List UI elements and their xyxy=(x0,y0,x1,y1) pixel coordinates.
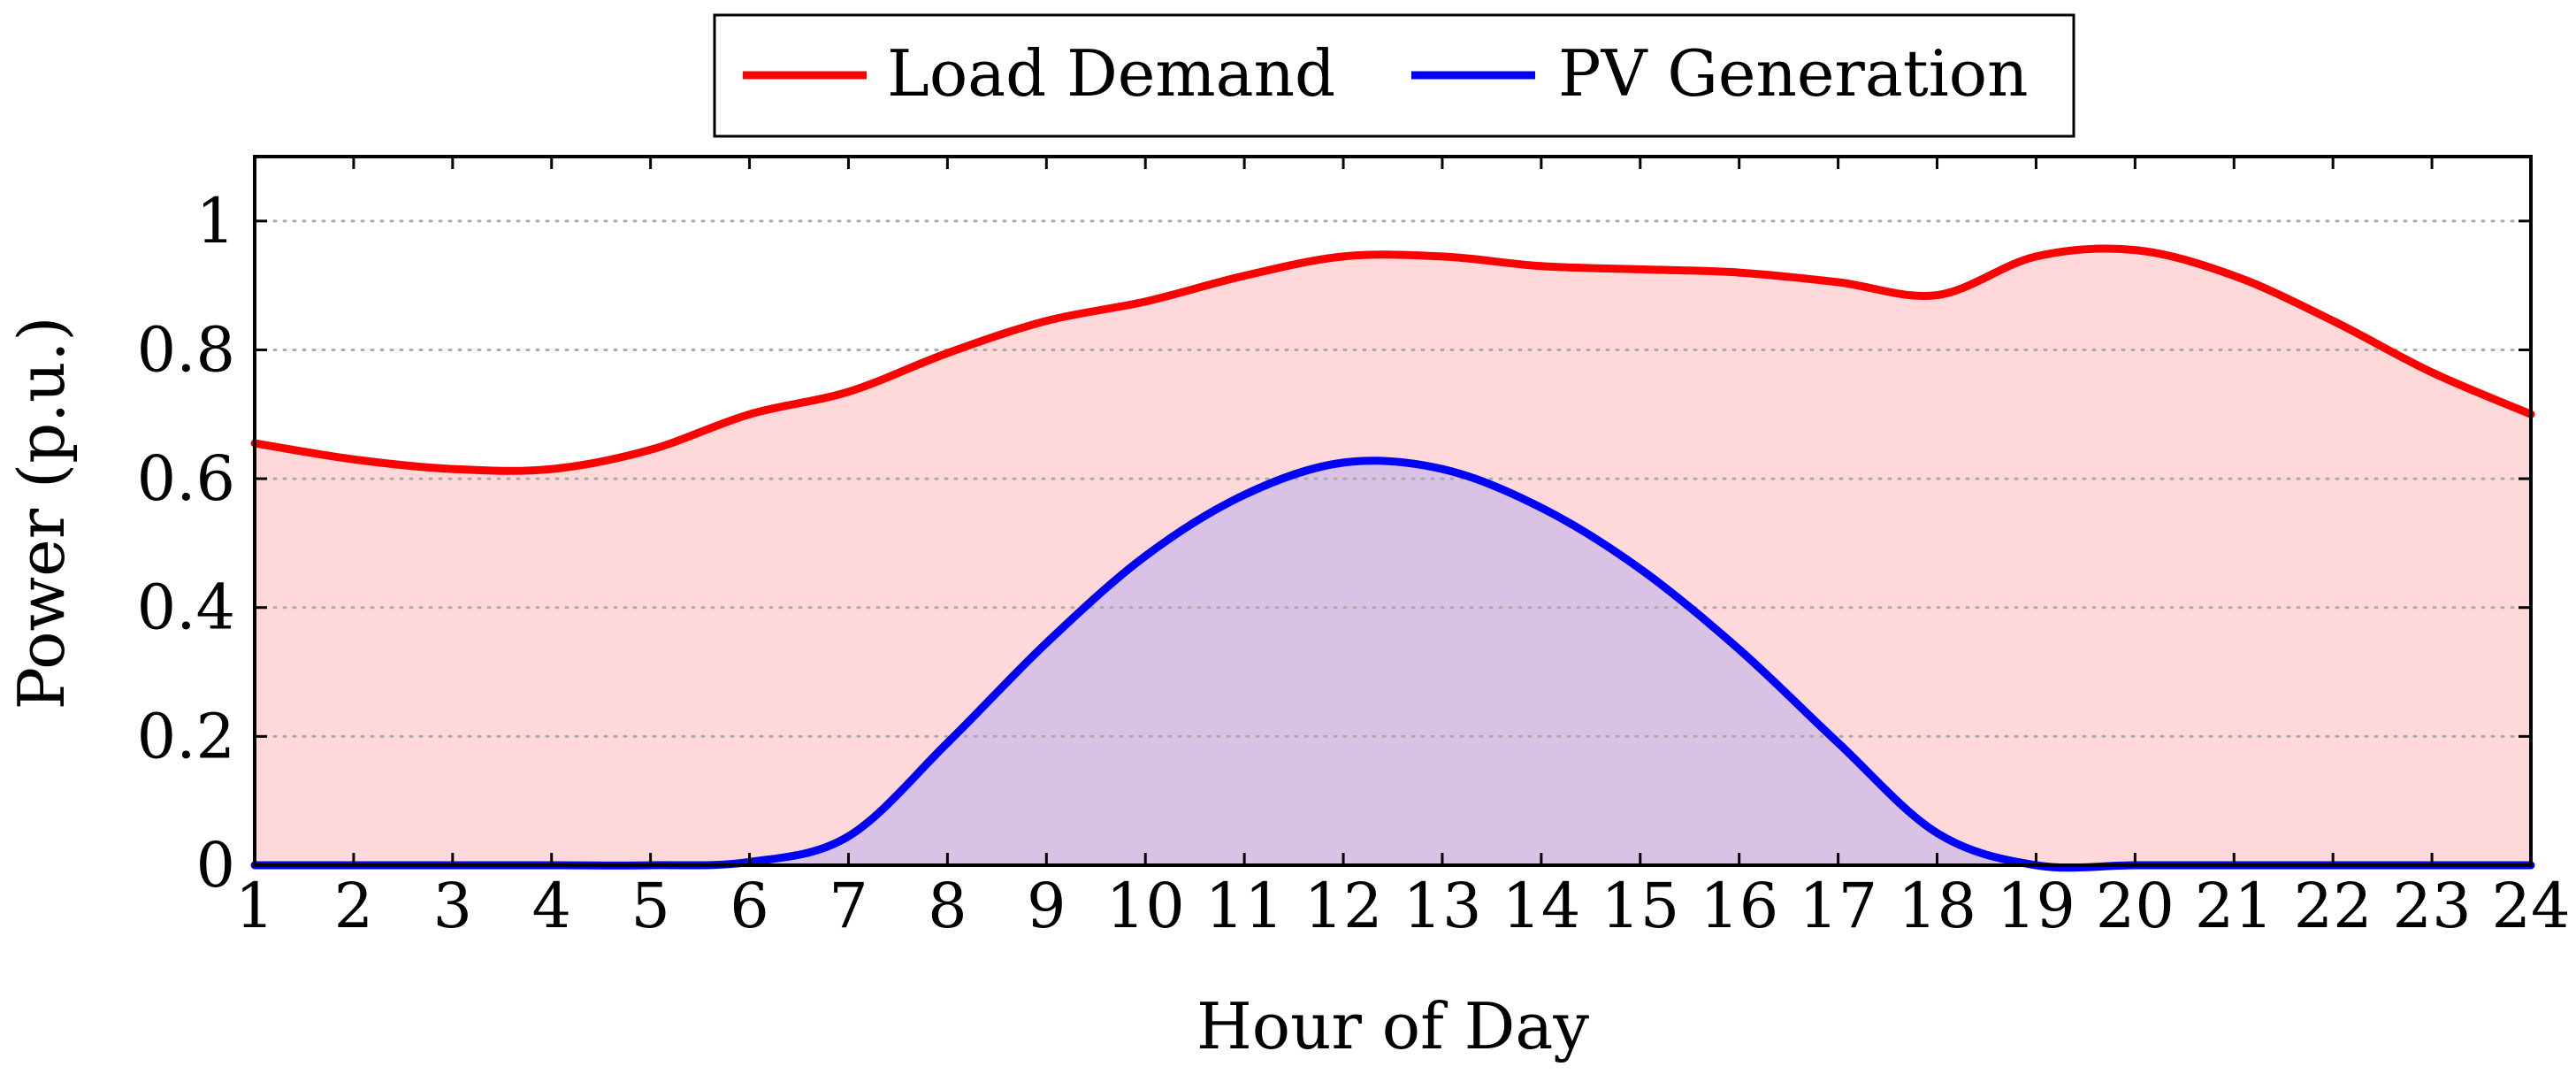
x-tick-label: 2 xyxy=(334,870,374,942)
x-tick-label: 5 xyxy=(631,870,670,942)
x-tick-label: 21 xyxy=(2195,870,2274,942)
x-tick-label: 14 xyxy=(1502,870,1580,942)
x-tick-label: 3 xyxy=(433,870,473,942)
y-tick-label: 0.8 xyxy=(137,313,235,386)
y-tick-label: 0.6 xyxy=(137,442,235,515)
x-tick-label: 15 xyxy=(1601,870,1679,942)
x-tick-label: 4 xyxy=(531,870,571,942)
legend: Load Demand PV Generation xyxy=(713,13,2075,138)
y-tick-label: 0.4 xyxy=(137,572,235,644)
tick-labels: 00.20.40.60.811 2 3 4 5 6 7 8 9 10 11 12 13 14 15 16 17 1… xyxy=(137,185,2571,942)
x-tick-label: 17 xyxy=(1799,870,1877,942)
x-axis-title: Hour of Day xyxy=(1196,989,1589,1063)
legend-label-pv-generation: PV Generation xyxy=(1558,36,2028,111)
x-tick-label: 22 xyxy=(2294,870,2373,942)
x-tick-label: 1 xyxy=(235,870,275,942)
x-tick-label: 20 xyxy=(2096,870,2175,942)
x-tick-label: 19 xyxy=(1997,870,2075,942)
grid-lines xyxy=(253,219,2533,738)
x-tick-label: 6 xyxy=(730,870,769,942)
x-tick-label: 9 xyxy=(1027,870,1066,942)
legend-label-load-demand: Load Demand xyxy=(887,36,1335,111)
plot-frame xyxy=(253,155,2533,867)
x-tick-label: 16 xyxy=(1700,870,1778,942)
axis-ticks xyxy=(253,157,2533,867)
x-tick-label: 8 xyxy=(928,870,967,942)
series-line-load-demand xyxy=(250,244,2535,475)
x-tick-label: 24 xyxy=(2491,870,2570,942)
legend-box xyxy=(713,13,2075,138)
area-fills xyxy=(255,248,2531,868)
y-axis-title: Power (p.u.) xyxy=(4,317,79,710)
x-tick-label: 11 xyxy=(1205,870,1284,942)
x-tick-label: 23 xyxy=(2393,870,2472,942)
x-tick-label: 7 xyxy=(829,870,868,942)
x-tick-label: 10 xyxy=(1106,870,1185,942)
y-tick-label: 0 xyxy=(195,829,235,902)
x-tick-label: 12 xyxy=(1304,870,1383,942)
x-tick-label: 13 xyxy=(1403,870,1481,942)
y-tick-label: 1 xyxy=(195,185,235,257)
y-tick-label: 0.2 xyxy=(137,700,235,772)
x-tick-label: 18 xyxy=(1898,870,1976,942)
area-fill-pv-generation xyxy=(255,460,2531,868)
